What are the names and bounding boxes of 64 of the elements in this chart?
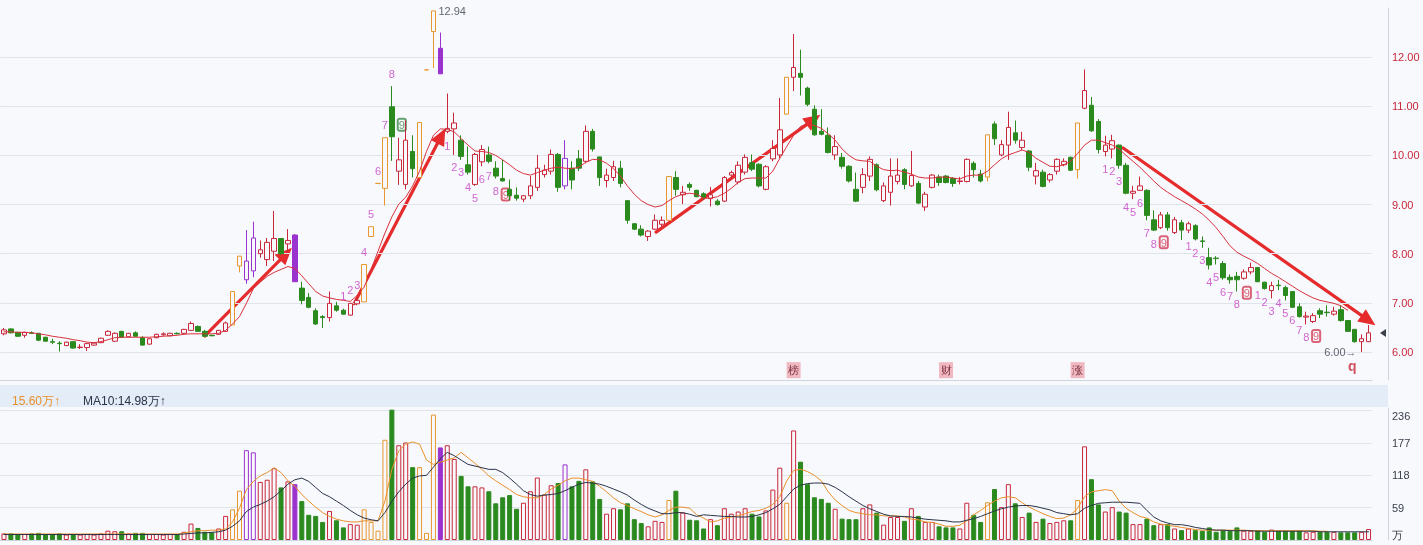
text: 1: [340, 290, 347, 303]
text: 2: [451, 161, 458, 174]
text: 5: [1282, 306, 1289, 319]
text: 6: [1289, 314, 1296, 327]
text: 1: [1254, 288, 1261, 301]
text: 6: [1220, 286, 1227, 299]
text: 1: [1102, 162, 1109, 175]
y-tick-label: 118: [1392, 469, 1410, 482]
text: 5: [1129, 205, 1137, 218]
text: 4: [1275, 296, 1282, 309]
y-tick-label: 12.00: [1392, 51, 1420, 64]
text: 7: [1143, 226, 1150, 239]
y-tick-label: 10.00: [1392, 149, 1420, 162]
text: 3: [1268, 304, 1275, 317]
text: 3: [1199, 254, 1206, 267]
annotation: 6.00→: [1324, 345, 1357, 358]
text: 5: [1213, 271, 1220, 284]
y-tick-label: 9.00: [1392, 198, 1414, 211]
text: 9: [1160, 236, 1167, 249]
text: 15.60万↑: [12, 394, 61, 408]
text: 5: [368, 208, 375, 221]
y-tick-label: 59: [1392, 501, 1405, 514]
text: 3: [1116, 175, 1123, 188]
text: 3: [354, 279, 361, 292]
text: 4: [464, 181, 472, 194]
data-label: 涨: [1072, 364, 1084, 377]
annotation: 12.94: [438, 4, 466, 17]
text: 4: [1123, 200, 1130, 213]
text: 7: [381, 119, 388, 132]
text: 3: [458, 166, 465, 179]
text: 4: [361, 246, 368, 259]
text: 7: [1226, 290, 1234, 303]
y-tick-label: 8.00: [1392, 247, 1414, 260]
text: 7: [1296, 324, 1303, 337]
text: 9: [1313, 330, 1320, 343]
y-tick-label: 177: [1392, 437, 1411, 450]
text: 2: [347, 284, 354, 297]
text: 4: [1206, 275, 1213, 288]
text: 7: [485, 169, 492, 182]
text: 2: [1192, 246, 1199, 259]
text: MA10:14.98万↑: [83, 394, 166, 408]
text: 8: [388, 67, 395, 80]
y-tick-label: 6.00: [1392, 345, 1414, 358]
text: 1: [444, 139, 451, 152]
text: 8: [1303, 330, 1310, 343]
text: 2: [1109, 164, 1116, 177]
text: 8: [492, 185, 499, 198]
data-label: 榜: [788, 364, 800, 377]
text: 5: [471, 192, 479, 205]
text: 8: [1150, 237, 1157, 250]
text: 6: [374, 164, 382, 177]
text: 9: [1243, 287, 1250, 300]
y-tick-label: 7.00: [1392, 296, 1414, 309]
text: 6: [478, 172, 485, 185]
data-label: 财: [940, 364, 952, 377]
text: 6: [1136, 197, 1144, 210]
y-tick-label: 236: [1392, 410, 1411, 423]
text: 8: [1233, 298, 1240, 311]
y-tick-label: 11.00: [1392, 100, 1419, 113]
text: 1: [1185, 239, 1192, 252]
annotation: q: [1348, 357, 1357, 374]
text: 9: [398, 119, 405, 132]
text: 2: [1261, 296, 1268, 309]
y-tick-label: 万: [1392, 528, 1403, 541]
